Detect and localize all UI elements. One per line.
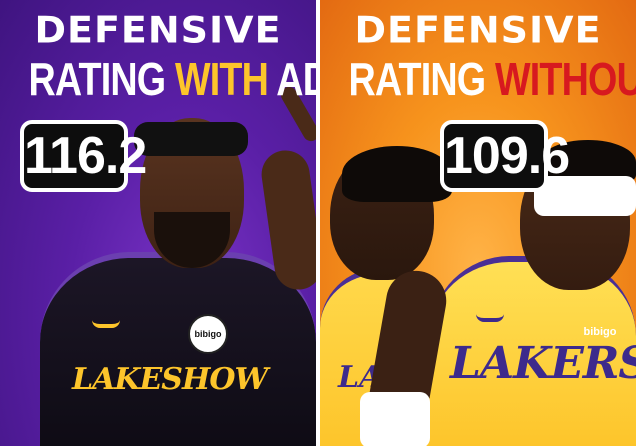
swoosh-logo-icon [92,320,120,328]
player-hair-left [342,146,452,202]
headband [134,122,248,156]
panel-without-ad: LA bibigo LAKERS DEFENSIVE RATING WITHOU… [320,0,636,446]
headline-bottom: RATING WITHOUT AD [348,52,636,106]
headline-top: DEFENSIVE [34,9,282,51]
arm-sleeve [360,392,430,446]
jersey-wordmark: LAKESHOW [72,362,268,397]
headline-highlight: WITH [174,53,269,105]
sponsor-patch: bibigo [583,326,617,338]
headline-top: DEFENSIVE [354,9,602,51]
headline-highlight: WITHOUT [494,53,636,105]
jersey-wordmark-right: LAKERS [450,338,636,389]
stat-value-with-ad: 116.2 [20,120,147,192]
divider [316,0,320,446]
headline-bottom: RATING WITH AD [28,53,316,105]
stat-value-without-ad: 109.6 [440,120,570,192]
panel-with-ad: bibigo LAKESHOW DEFENSIVE RATING WITH AD… [0,0,316,446]
swoosh-logo-icon [476,314,504,322]
sponsor-patch: bibigo [188,314,228,354]
headband-white [534,176,636,216]
player-jersey-with-ad [40,252,316,446]
